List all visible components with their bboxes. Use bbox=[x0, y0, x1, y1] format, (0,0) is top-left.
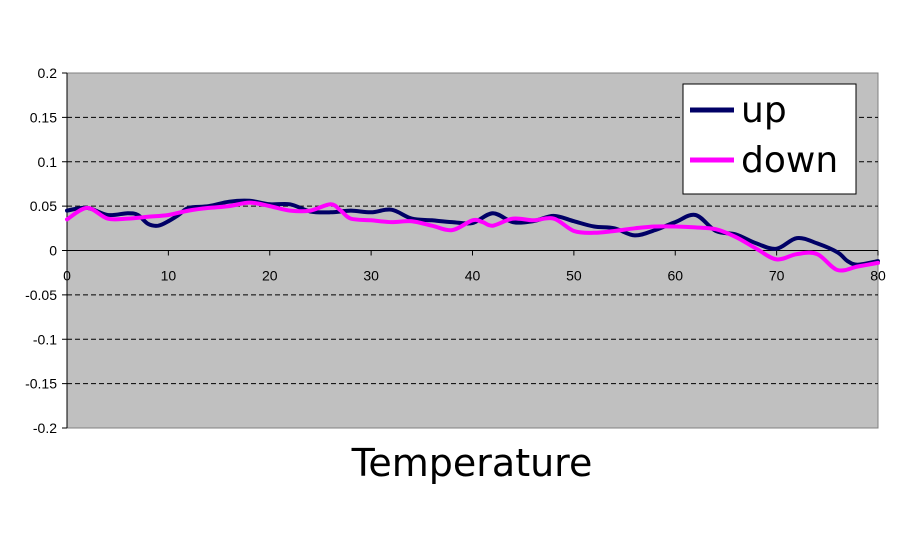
x-tick-label: 0 bbox=[63, 268, 71, 284]
series-group bbox=[65, 198, 880, 273]
series-line-down bbox=[65, 200, 880, 273]
x-tick-label: 30 bbox=[363, 268, 379, 284]
y-tick-label: -0.15 bbox=[25, 376, 57, 392]
legend-label-up: up bbox=[741, 90, 787, 131]
x-axis-title: Temperature bbox=[351, 441, 593, 485]
x-tick-label: 70 bbox=[769, 268, 785, 284]
x-tick-label: 60 bbox=[667, 268, 683, 284]
x-tick-label: 50 bbox=[566, 268, 582, 284]
series-line-up bbox=[65, 198, 880, 267]
x-axis: 0 10 20 30 40 50 60 70 80 bbox=[63, 250, 886, 284]
y-tick-label: -0.1 bbox=[33, 331, 57, 347]
y-tick-label: 0.15 bbox=[30, 109, 57, 125]
y-axis: 0.2 0.15 0.1 0.05 0 -0.05 -0.1 -0.15 -0.2 bbox=[25, 65, 68, 436]
x-tick-label: 20 bbox=[262, 268, 278, 284]
legend-label-down: down bbox=[741, 140, 838, 181]
x-tick-label: 40 bbox=[465, 268, 481, 284]
legend: up down bbox=[682, 83, 857, 195]
x-tick-label: 80 bbox=[870, 268, 886, 284]
y-tick-label: -0.2 bbox=[33, 420, 57, 436]
legend-box bbox=[682, 83, 857, 195]
y-tick-label: -0.05 bbox=[25, 287, 57, 303]
y-tick-label: 0.1 bbox=[38, 154, 58, 170]
y-tick-label: 0.05 bbox=[30, 198, 57, 214]
x-tick-label: 10 bbox=[161, 268, 177, 284]
y-tick-label: 0.2 bbox=[38, 65, 58, 81]
y-tick-label: 0 bbox=[49, 243, 57, 259]
